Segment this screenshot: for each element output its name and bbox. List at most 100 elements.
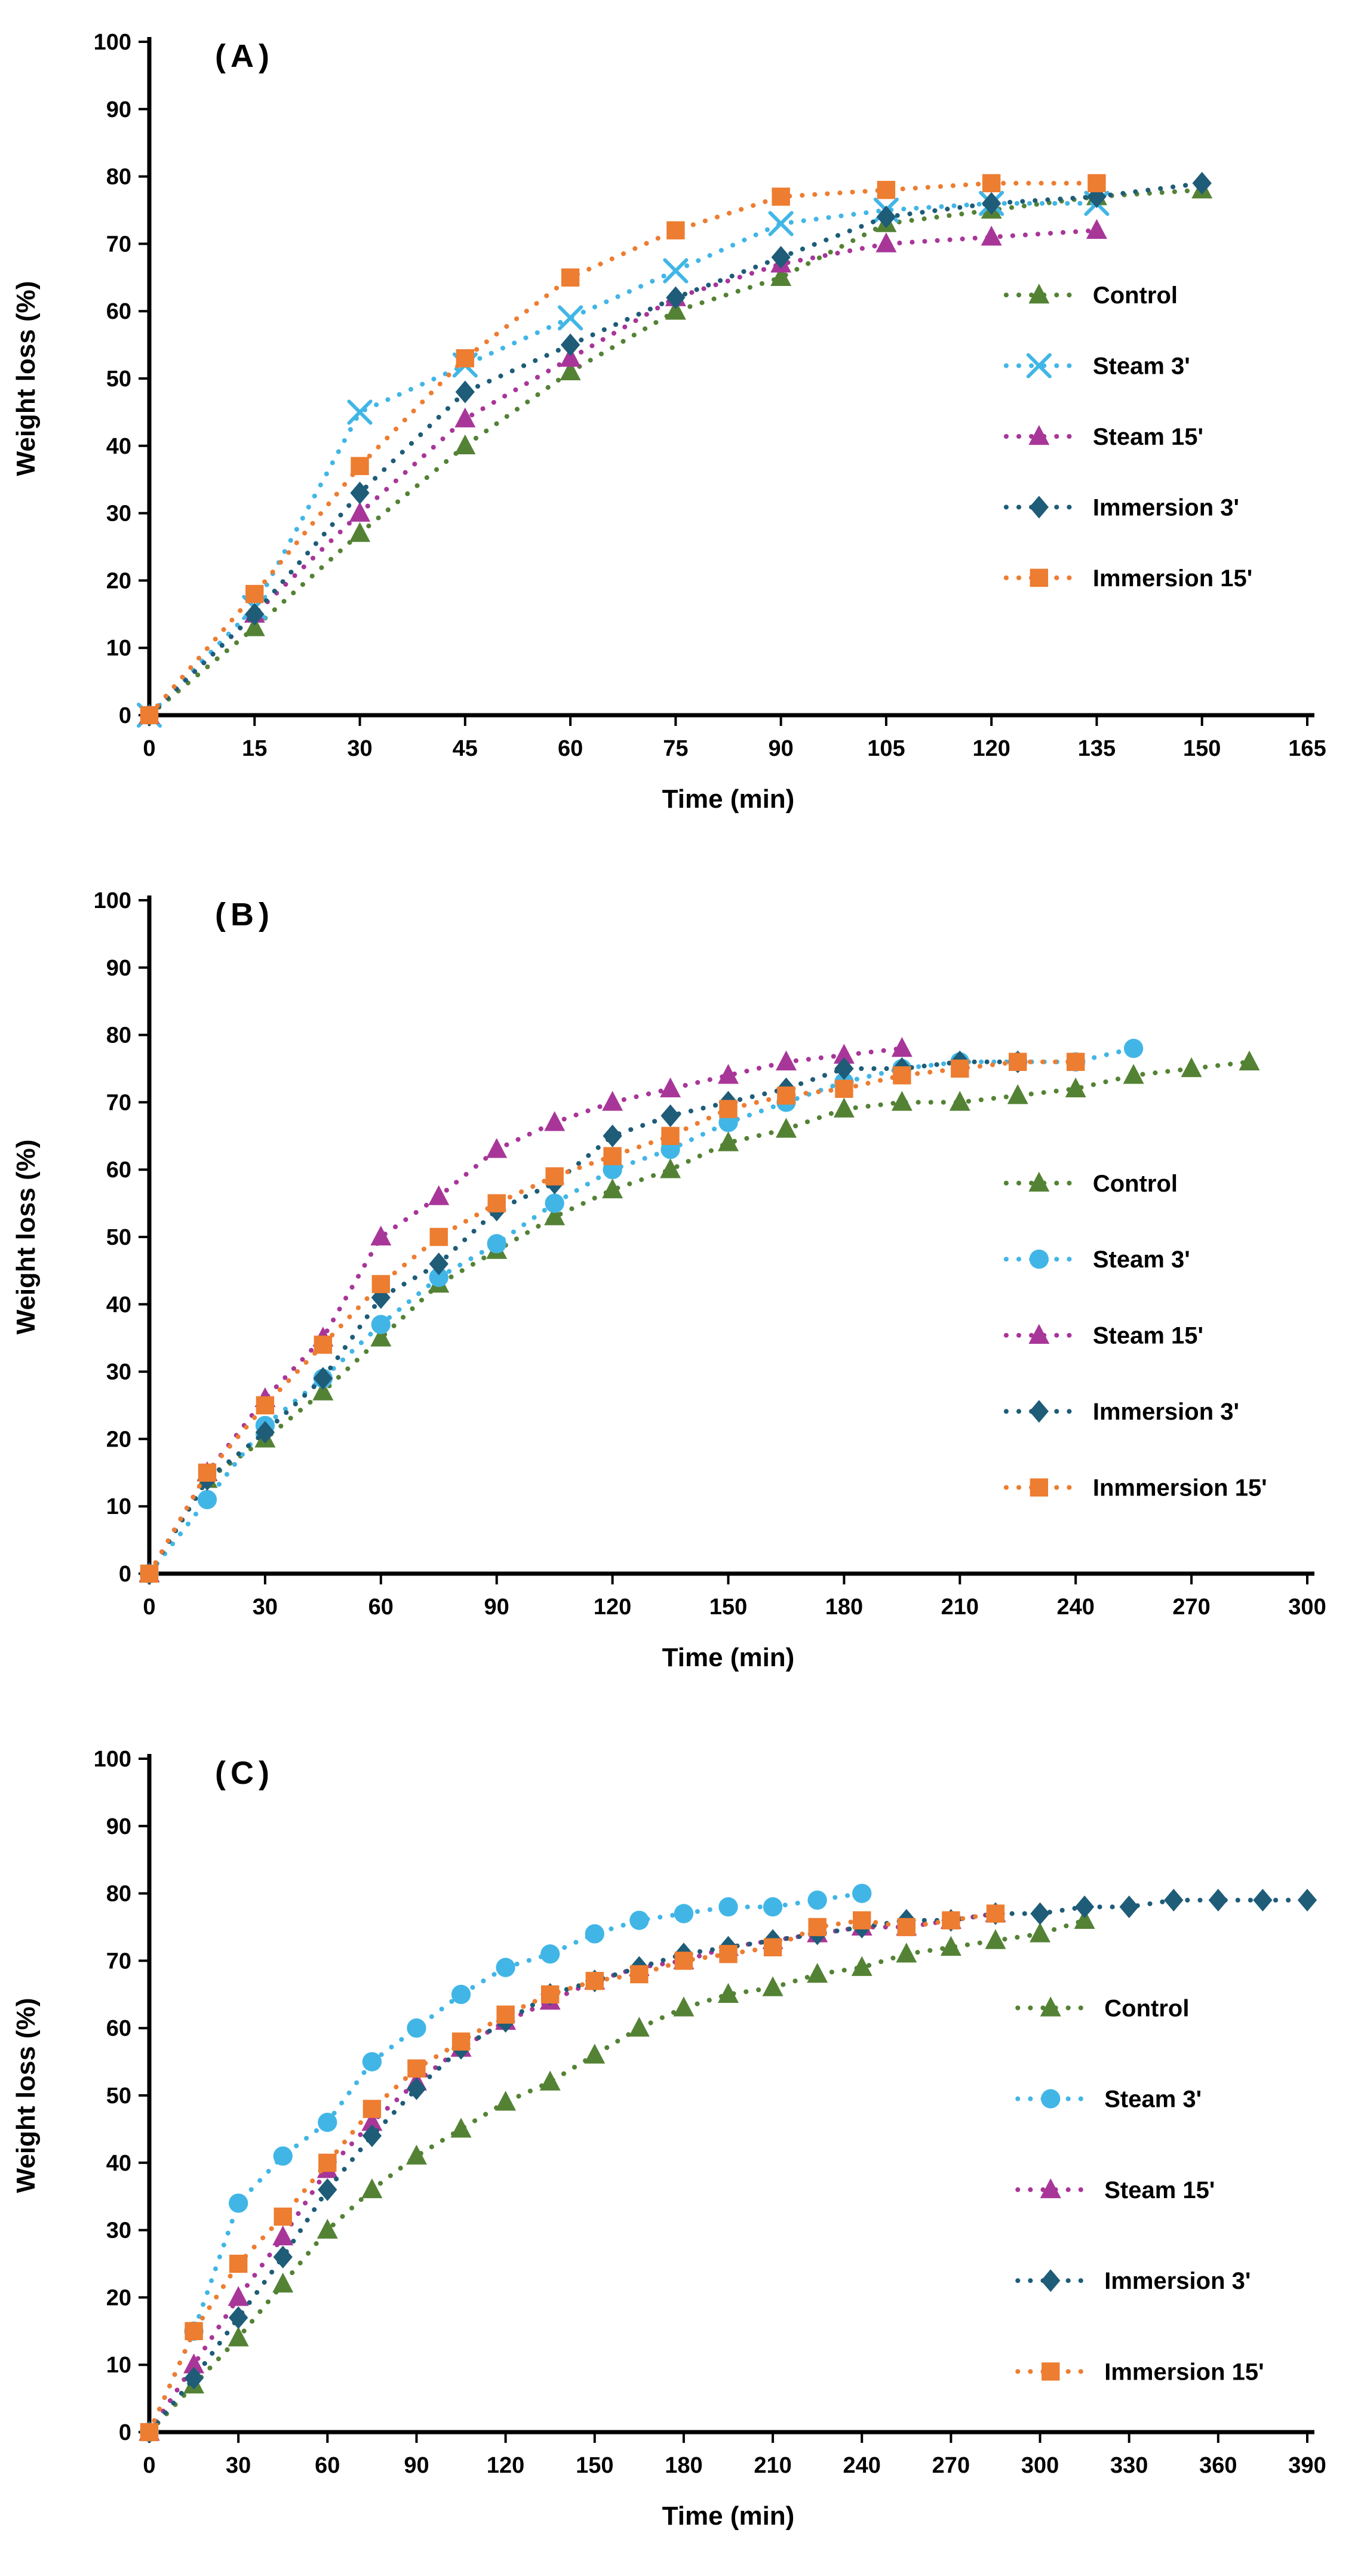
marker-square xyxy=(451,2032,471,2051)
x-tick-label: 270 xyxy=(1172,1595,1210,1620)
marker-triangle xyxy=(361,2178,383,2199)
marker-square xyxy=(314,1335,333,1354)
y-tick-label: 40 xyxy=(106,2151,131,2176)
marker-diamond xyxy=(1074,1895,1095,1919)
marker-triangle xyxy=(539,2070,561,2091)
marker-diamond xyxy=(660,1104,680,1127)
marker-square xyxy=(853,1911,871,1929)
marker-circle xyxy=(362,2052,382,2072)
series-immersion-15 xyxy=(140,1904,1005,2442)
marker-triangle xyxy=(762,1976,784,1996)
marker-circle xyxy=(371,1315,391,1334)
marker-diamond xyxy=(771,245,791,269)
marker-triangle xyxy=(1007,1084,1028,1104)
marker-triangle xyxy=(891,1037,913,1057)
x-tick-label: 30 xyxy=(253,1595,278,1620)
y-tick-label: 0 xyxy=(119,703,131,728)
marker-square xyxy=(1030,568,1049,587)
marker-triangle xyxy=(1074,1909,1095,1929)
marker-diamond xyxy=(1192,171,1212,195)
legend-label: Control xyxy=(1093,1171,1178,1197)
y-tick-label: 100 xyxy=(94,888,131,913)
marker-square xyxy=(318,2153,337,2172)
marker-circle xyxy=(451,1984,471,2004)
marker-square xyxy=(1030,1478,1049,1497)
marker-triangle xyxy=(1040,1996,1061,2017)
x-tick-label: 135 xyxy=(1078,736,1116,761)
marker-triangle xyxy=(981,226,1002,246)
marker-diamond xyxy=(603,1124,622,1147)
series-steam-3 xyxy=(139,1883,872,2442)
marker-square xyxy=(585,1972,604,1990)
legend-label: Control xyxy=(1093,282,1178,309)
series-line-steam-15 xyxy=(147,1046,905,1576)
x-tick-label: 240 xyxy=(843,2453,881,2478)
marker-diamond xyxy=(1030,1902,1050,1925)
marker-diamond xyxy=(1041,2269,1061,2292)
x-tick-label: 150 xyxy=(709,1595,747,1620)
marker-square xyxy=(496,2005,515,2024)
x-tick-label: 105 xyxy=(867,736,905,761)
marker-triangle xyxy=(495,2091,517,2111)
marker-triangle xyxy=(851,1956,872,1976)
marker-square xyxy=(229,2254,248,2273)
marker-square xyxy=(487,1194,506,1212)
legend-item-immersion-3: Immersion 3' xyxy=(1003,1399,1239,1425)
y-tick-label: 50 xyxy=(106,2083,131,2109)
series-line-control xyxy=(147,1059,1252,1576)
y-axis-title: Weight loss (%) xyxy=(11,281,41,476)
marker-square xyxy=(603,1147,622,1165)
legend-label: Immersion 15' xyxy=(1093,565,1252,592)
x-tick-label: 60 xyxy=(558,736,583,761)
series-line-steam-15 xyxy=(147,227,1099,718)
x-axis-title: Time (min) xyxy=(662,2501,795,2531)
marker-triangle xyxy=(450,2118,472,2138)
marker-circle xyxy=(674,1904,694,1923)
marker-diamond xyxy=(429,1252,448,1276)
marker-triangle xyxy=(1040,2178,1061,2199)
x-tick-label: 60 xyxy=(315,2453,340,2478)
marker-diamond xyxy=(982,192,1001,215)
series-line-steam-15 xyxy=(147,1911,998,2435)
marker-square xyxy=(545,1167,564,1186)
marker-square xyxy=(140,1564,159,1583)
chart-panel-b: 0 10 20 30 40 50 60 70 80 90 100 0 30 60 90 120 150 180 21… xyxy=(0,858,1361,1717)
marker-circle xyxy=(807,1890,827,1910)
marker-x xyxy=(347,399,373,425)
y-tick-label: 20 xyxy=(106,568,131,593)
marker-triangle xyxy=(244,616,265,636)
marker-square xyxy=(1009,1052,1027,1071)
legend-item-steam-15: Steam 15' xyxy=(1003,1323,1203,1349)
series-control xyxy=(139,1909,1095,2441)
legend-label: Control xyxy=(1104,1995,1189,2021)
y-tick-label: 10 xyxy=(106,1494,131,1519)
marker-circle xyxy=(496,1958,515,1977)
series-inmmersion-15 xyxy=(140,1052,1085,1583)
chart-canvas: 0 10 20 30 40 50 60 70 80 90 100 0 30 60 90 120 150 180 21… xyxy=(11,1747,1326,2531)
legend-label: Steam 3' xyxy=(1104,2086,1202,2113)
marker-triangle xyxy=(486,1138,508,1158)
marker-square xyxy=(407,2059,426,2078)
series-steam-3 xyxy=(139,1039,1144,1584)
marker-diamond xyxy=(255,1421,275,1444)
marker-diamond xyxy=(229,2306,248,2329)
marker-triangle xyxy=(1028,1324,1050,1344)
y-tick-label: 30 xyxy=(106,2218,131,2243)
marker-triangle xyxy=(454,407,476,427)
x-tick-label: 300 xyxy=(1021,2453,1059,2478)
x-tick-label: 150 xyxy=(1183,736,1221,761)
y-tick-label: 0 xyxy=(119,2420,131,2445)
y-tick-label: 100 xyxy=(94,1747,131,1772)
x-tick-label: 90 xyxy=(404,2453,429,2478)
marker-square xyxy=(877,180,896,199)
marker-diamond xyxy=(350,481,370,504)
marker-square xyxy=(661,1127,680,1145)
marker-triangle xyxy=(312,1380,334,1401)
marker-triangle xyxy=(1030,1922,1051,1943)
marker-triangle xyxy=(1181,1057,1202,1078)
marker-triangle xyxy=(949,1091,970,1111)
marker-x xyxy=(558,305,583,331)
series-line-immersion-3 xyxy=(147,1059,1021,1576)
marker-circle xyxy=(407,2018,426,2038)
